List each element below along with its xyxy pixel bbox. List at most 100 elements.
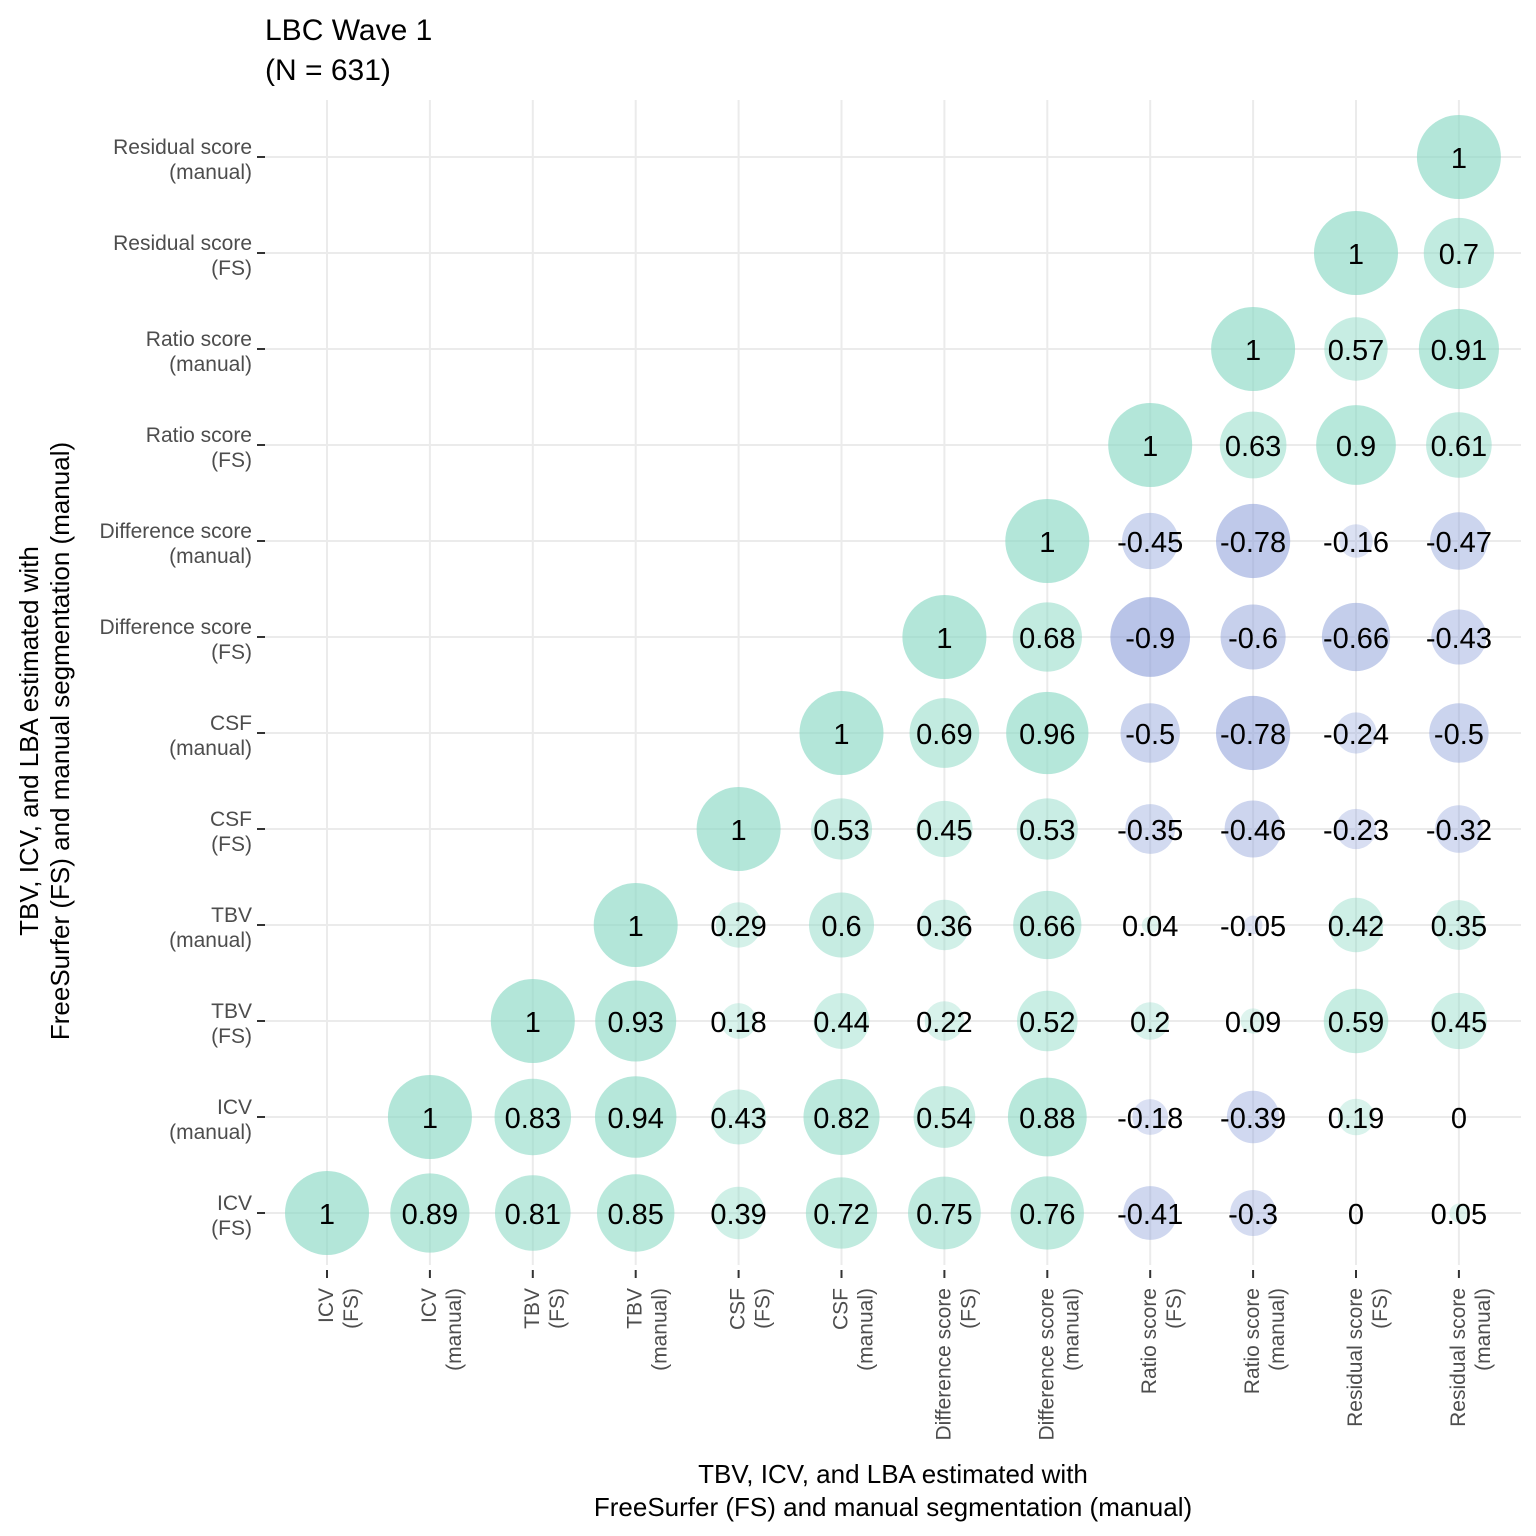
cell-label: 0.96 (1019, 719, 1075, 751)
y-tick-label-ratio-score-fs: Ratio score (FS) (146, 424, 252, 472)
bubble (908, 1176, 981, 1250)
y-tick-label-icv-manual: ICV (manual) (169, 1096, 252, 1144)
cell-label: 0.59 (1328, 1007, 1384, 1039)
cell-label: 0.53 (813, 815, 869, 847)
y-tick-label-difference-score-fs: Difference score (FS) (99, 616, 252, 664)
bubble (1416, 115, 1501, 199)
cell-label: 1 (1451, 143, 1467, 175)
bubble (594, 1076, 677, 1158)
cell-label: 0.68 (1019, 623, 1075, 655)
cell-label: 1 (1245, 335, 1261, 367)
bubble (1211, 307, 1296, 391)
x-tick-label-icv-fs: ICV(FS) (315, 1288, 363, 1329)
cell-label: 1 (1039, 527, 1055, 559)
cell-label: 0.81 (505, 1199, 561, 1231)
bubble (1434, 900, 1484, 950)
bubble (1240, 1008, 1266, 1034)
cell-label: 1 (319, 1199, 335, 1231)
cell-label: 0.66 (1019, 911, 1075, 943)
bubble (1423, 217, 1495, 289)
bubble (1335, 712, 1377, 754)
axis-ticks (257, 156, 1460, 1278)
chart-title-line-1: LBC Wave 1 (265, 14, 432, 47)
bubble (1007, 1077, 1087, 1157)
cell-label: 0.88 (1019, 1103, 1075, 1135)
cell-label: -0.24 (1323, 719, 1389, 751)
bubble (1321, 602, 1391, 672)
cell-label: 0 (1348, 1199, 1364, 1231)
x-tick-label-ratio-score-manual: Ratio score(manual) (1241, 1288, 1289, 1394)
cell-label: 0.93 (607, 1007, 663, 1039)
x-tick-label-difference-score-fs: Difference score(FS) (932, 1288, 980, 1441)
bubble (924, 1001, 965, 1041)
y-tick-label-difference-score-manual: Difference score (manual) (99, 520, 252, 568)
bubble (1431, 609, 1487, 665)
bubble (1426, 412, 1492, 478)
x-tick-label-csf-fs: CSF(FS) (727, 1288, 775, 1330)
bubble (1131, 1002, 1169, 1040)
bubble (1230, 1189, 1277, 1237)
bubble (1314, 211, 1398, 295)
cell-label: -0.78 (1220, 719, 1286, 751)
bubble (799, 691, 884, 775)
bubble (712, 1186, 765, 1240)
bubble (919, 899, 970, 951)
cell-label: -0.41 (1117, 1199, 1183, 1231)
bubble (1335, 808, 1377, 850)
cell-label: -0.18 (1117, 1103, 1183, 1135)
cell-label: 0.09 (1225, 1007, 1281, 1039)
chart-title-line-2: (N = 631) (265, 54, 391, 87)
x-tick-labels: ICV(FS) ICV(manual) TBV(FS) TBV(manual) CSF(… (315, 1288, 1495, 1441)
bubble (810, 798, 873, 860)
cell-label: 0.75 (916, 1199, 972, 1231)
bubble (1132, 1099, 1169, 1135)
bubble (1316, 405, 1396, 485)
bubble (913, 1086, 976, 1148)
y-tick-label-tbv-fs: TBV (FS) (211, 1000, 252, 1048)
bubble (813, 993, 870, 1049)
x-tick-label-tbv-manual: TBV(manual) (624, 1288, 672, 1371)
cell-label: 0.43 (710, 1103, 766, 1135)
y-tick-label-icv-fs: ICV (FS) (211, 1192, 252, 1240)
bubble (902, 595, 987, 679)
bubble (1219, 411, 1287, 479)
bubble (495, 1175, 571, 1251)
cell-label: 0.7 (1439, 239, 1479, 271)
cell-label: -0.47 (1426, 527, 1492, 559)
cell-label: 0.61 (1431, 431, 1487, 463)
y-axis-label-line-1: TBV, ICV, and LBA estimated with (14, 546, 44, 936)
bubble (1122, 512, 1179, 570)
cell-label: 0.94 (607, 1103, 663, 1135)
cell-label: 0.72 (813, 1199, 869, 1231)
y-tick-label-residual-score-manual: Residual score (manual) (113, 136, 252, 184)
cell-label: 0.05 (1431, 1199, 1487, 1231)
bubble (1339, 524, 1373, 558)
bubble (1017, 990, 1078, 1052)
bubble (387, 1075, 472, 1159)
cell-label: -0.23 (1323, 815, 1389, 847)
bubble (1006, 691, 1089, 775)
bubble (595, 980, 677, 1062)
cell-label: 0.29 (710, 911, 766, 943)
bubble (1120, 703, 1180, 763)
bubble (593, 883, 678, 967)
bubble (1012, 602, 1082, 672)
x-tick-label-residual-score-fs: Residual score(FS) (1344, 1288, 1392, 1427)
bubble (715, 902, 762, 948)
bubble (1430, 512, 1488, 570)
cell-label: 1 (1142, 431, 1158, 463)
y-tick-label-ratio-score-manual: Ratio score (manual) (146, 328, 252, 376)
y-axis-label: TBV, ICV, and LBA estimated with FreeSur… (14, 442, 75, 1040)
cell-label: 0.54 (916, 1103, 972, 1135)
bubble (696, 787, 781, 871)
cell-label: -0.43 (1426, 623, 1492, 655)
bubble (490, 979, 575, 1063)
cell-label: 0.76 (1019, 1199, 1075, 1231)
cell-label: 1 (936, 623, 952, 655)
bubble (909, 698, 980, 768)
cell-label: 0.6 (821, 911, 861, 943)
bubble (1337, 1098, 1375, 1136)
x-tick-label-tbv-fs: TBV(FS) (521, 1288, 569, 1329)
bubble (494, 1078, 572, 1156)
bubble (596, 1174, 675, 1252)
